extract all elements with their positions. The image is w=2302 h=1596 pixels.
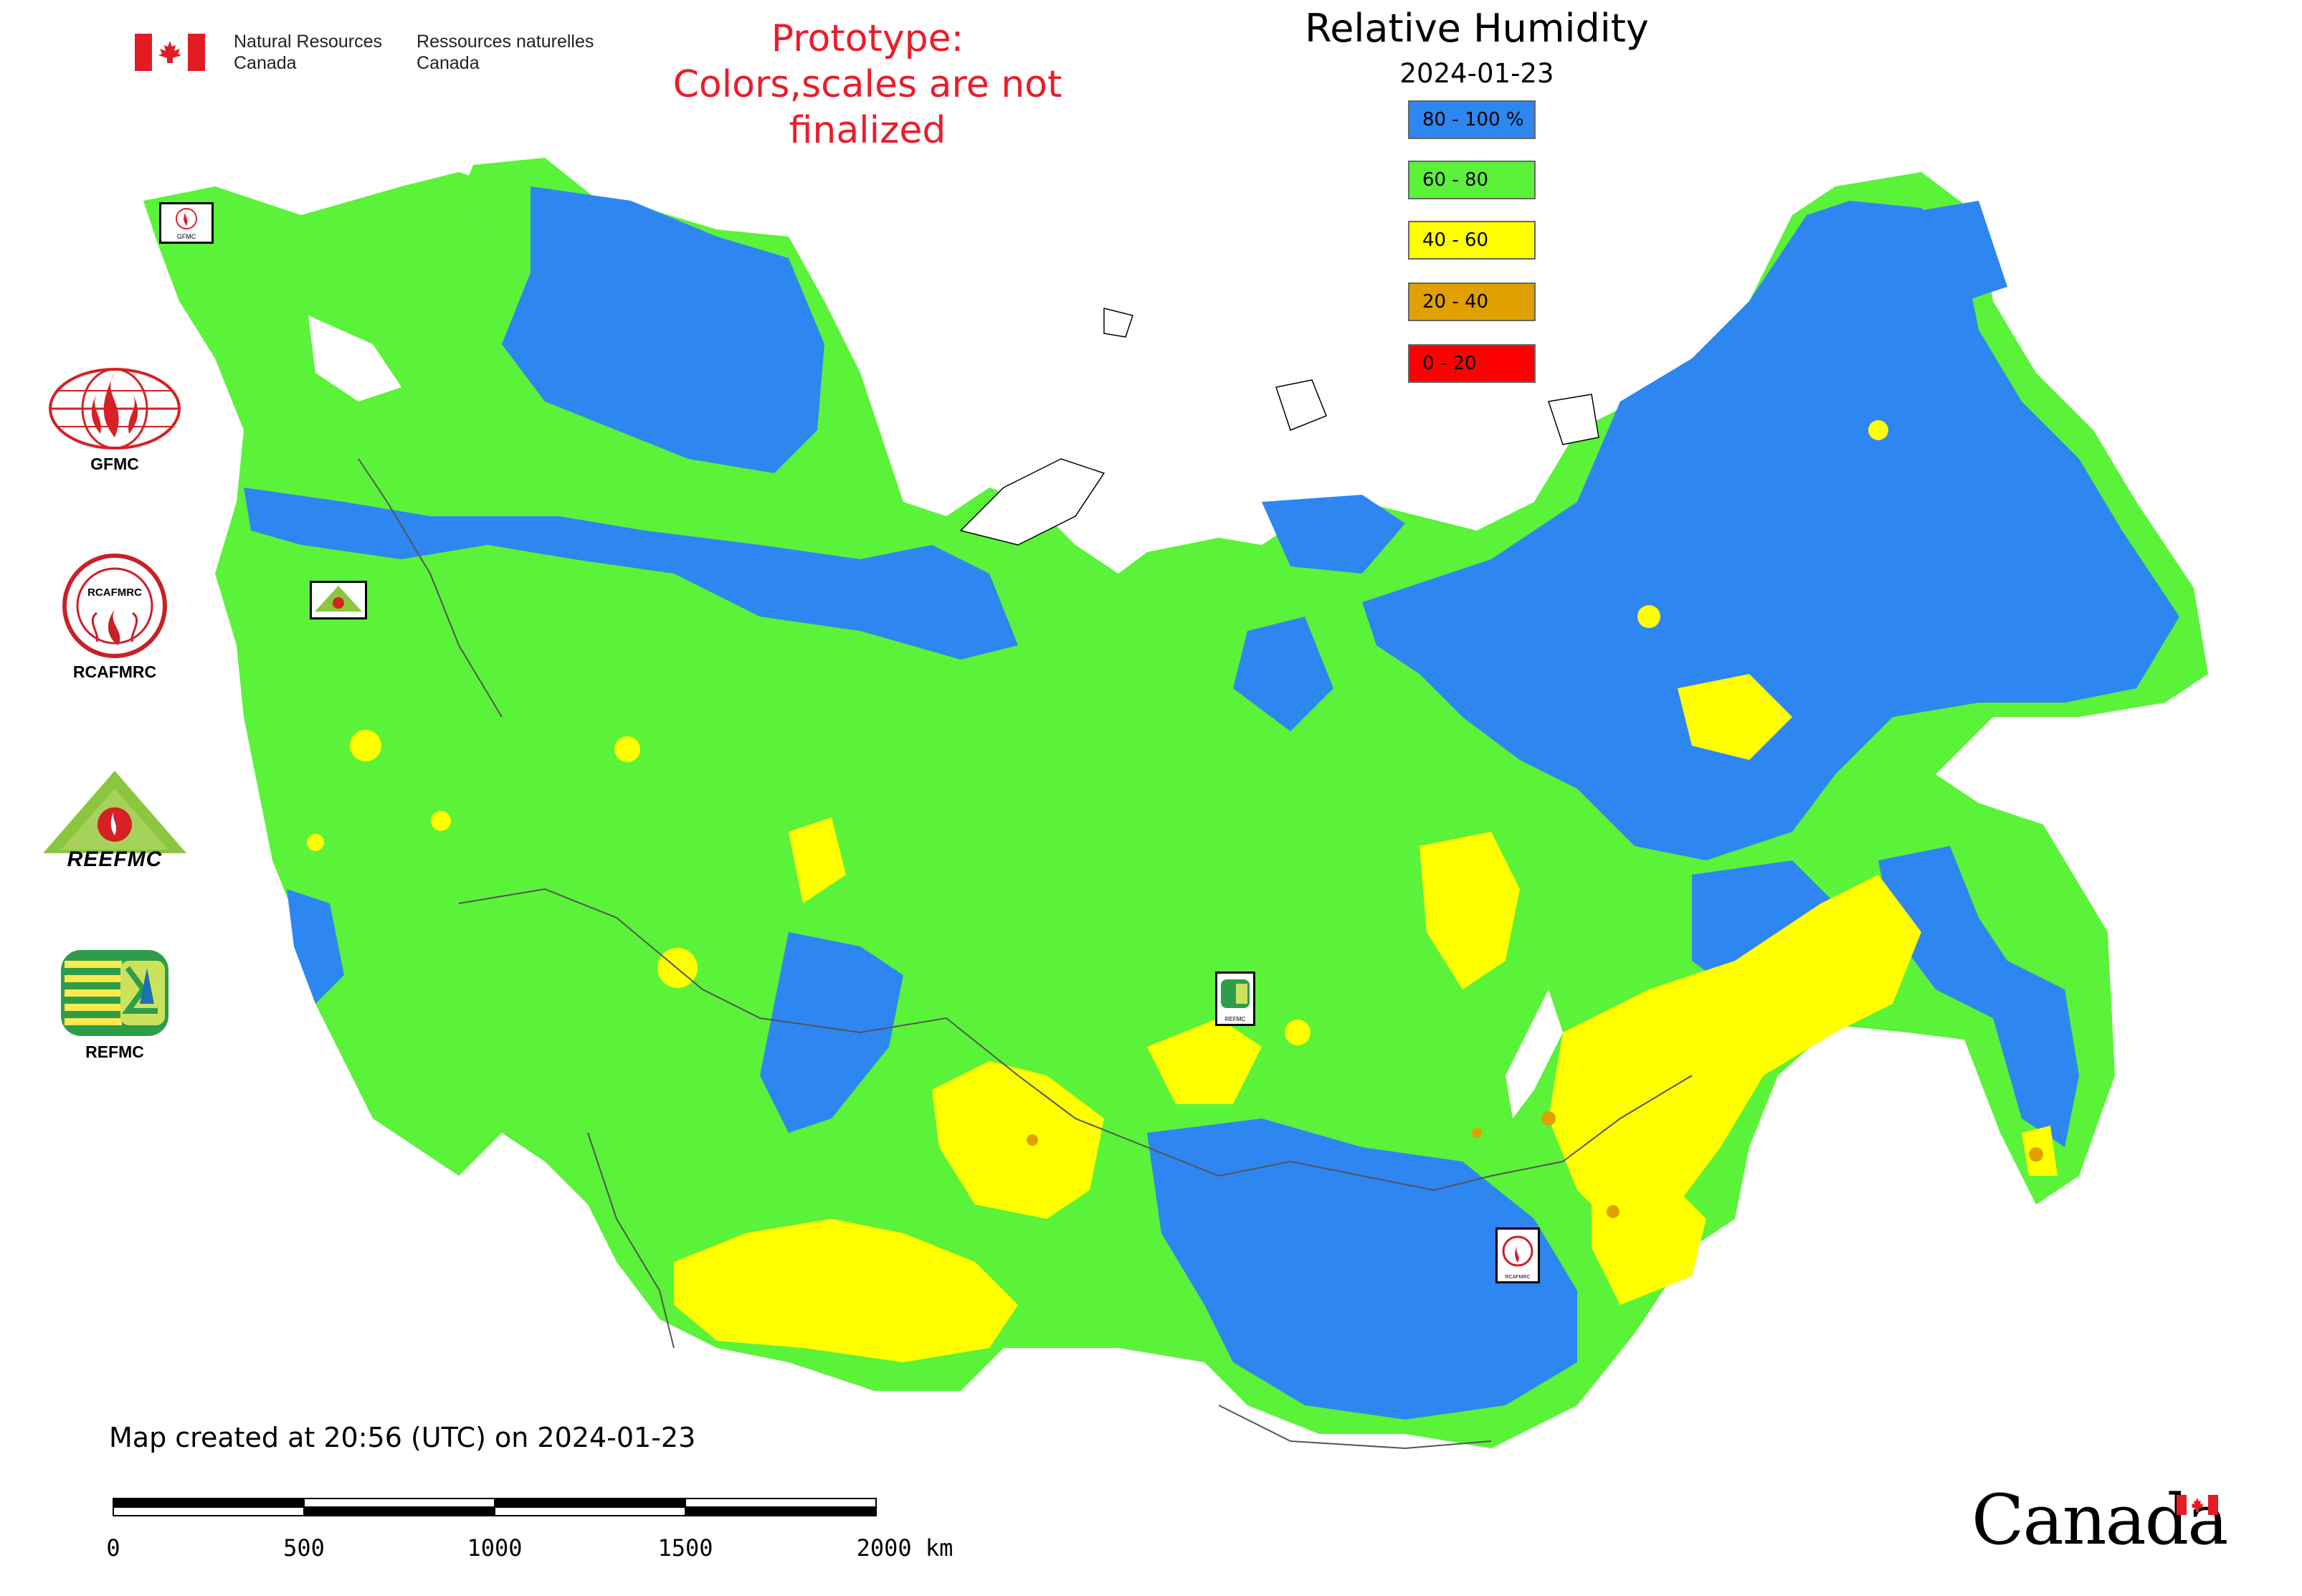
scale-tick-500: 500 bbox=[283, 1534, 325, 1562]
rcafmrc-logo[interactable]: RCAFMRC RCAFMRC bbox=[36, 552, 194, 682]
scale-tick-1000: 1000 bbox=[467, 1534, 523, 1562]
canada-wordmark-flag-icon bbox=[2177, 1495, 2218, 1515]
rcafmrc-marker[interactable]: RCAFMRC bbox=[1495, 1227, 1540, 1283]
legend-item-40-60: 40 - 60 bbox=[1408, 221, 1536, 260]
reefmc-logo[interactable]: REEFMC bbox=[36, 767, 194, 878]
legend-item-0-20: 0 - 20 bbox=[1408, 344, 1536, 383]
refmc-marker[interactable]: REFMC bbox=[1215, 972, 1255, 1026]
scale-tick-1500: 1500 bbox=[657, 1534, 713, 1562]
canada-wordmark: Canada bbox=[1972, 1480, 2228, 1560]
prototype-notice: Prototype: Colors,scales are not finaliz… bbox=[672, 17, 1062, 152]
refmc-emblem-icon bbox=[61, 950, 168, 1036]
gfmc-globe-icon bbox=[49, 368, 181, 450]
very-dry-spots bbox=[1027, 1111, 2043, 1218]
legend-item-20-40: 20 - 40 bbox=[1408, 282, 1536, 321]
refmc-logo[interactable]: REFMC bbox=[36, 946, 194, 1062]
rcafmrc-seal-icon bbox=[62, 554, 167, 658]
map-date: 2024-01-23 bbox=[1399, 58, 1554, 89]
reefmc-marker[interactable] bbox=[310, 581, 367, 619]
map-title: Relative Humidity bbox=[1305, 6, 1649, 51]
border-lines bbox=[358, 458, 1693, 1450]
nrcan-logo: Natural Resources Canada Ressources natu… bbox=[135, 27, 594, 77]
legend-item-60-80: 60 - 80 bbox=[1408, 161, 1536, 199]
humid-regions bbox=[244, 186, 2179, 1420]
agency-name-en: Natural Resources Canada bbox=[234, 32, 383, 73]
water-bodies bbox=[308, 315, 1563, 1118]
gfmc-logo[interactable]: GFMC bbox=[36, 366, 194, 474]
scale-bar bbox=[113, 1498, 877, 1516]
agency-name-fr: Ressources naturelles Canada bbox=[417, 32, 594, 73]
map-created-note: Map created at 20:56 (UTC) on 2024-01-23 bbox=[109, 1422, 696, 1453]
canada-flag-icon bbox=[135, 34, 205, 71]
arctic-islands bbox=[959, 308, 1599, 546]
scale-tick-2000: 2000 km bbox=[856, 1534, 953, 1562]
dry-regions bbox=[307, 420, 2058, 1362]
reefmc-triangle-icon bbox=[43, 771, 186, 853]
scale-tick-0: 0 bbox=[106, 1534, 120, 1562]
gfmc-marker[interactable]: GFMC bbox=[159, 202, 214, 244]
legend-item-80-100: 80 - 100 % bbox=[1408, 100, 1536, 139]
reefmc-wordmark: REEFMC bbox=[67, 847, 163, 871]
